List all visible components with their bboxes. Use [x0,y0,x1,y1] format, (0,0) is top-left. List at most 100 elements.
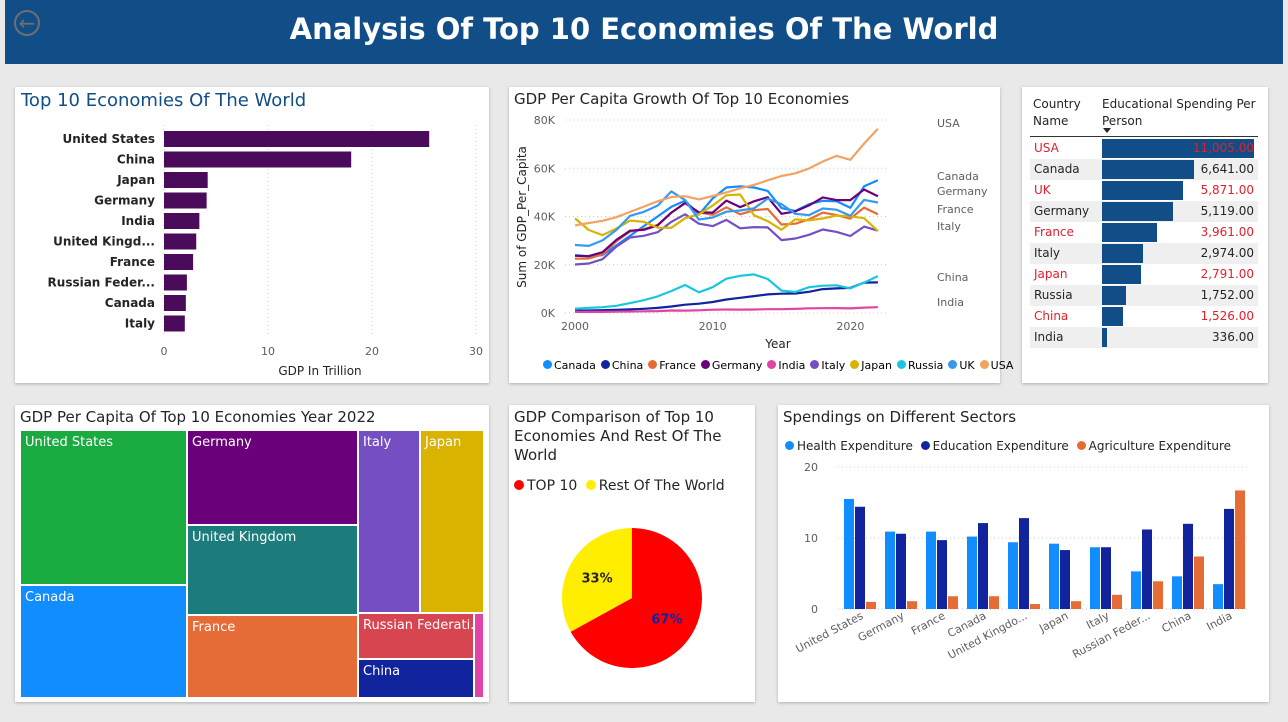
x-axis-label: Year [764,337,790,351]
table-row[interactable]: Canada 6,641.00 [1030,159,1258,180]
bar-health-expenditure [1131,571,1141,609]
x-tick-label: 2000 [561,320,589,333]
bar-agriculture-expenditure [989,596,999,609]
bar [164,274,187,291]
treemap-cell[interactable]: Japan [420,430,484,613]
table-row[interactable]: Japan 2,791.00 [1030,264,1258,285]
x-axis-label: GDP In Trillion [278,364,361,378]
legend-dot-icon [850,360,860,369]
value-bar [1102,202,1173,221]
series-line-uk [574,190,879,247]
table-row[interactable]: Russia 1,752.00 [1030,285,1258,306]
category-label: China [117,153,155,167]
legend-label: Canada [554,359,596,372]
y-axis-label: Sum of GDP_Per_Capita [515,146,529,288]
treemap-cell[interactable]: United Kingdom [187,525,358,615]
legend-label: Japan [861,359,892,372]
legend-item-japan[interactable]: Japan [850,359,892,372]
category-label: United Kingd... [53,235,155,249]
legend-item-india[interactable]: India [767,359,805,372]
value-bar [1102,307,1124,326]
bar-education-expenditure [937,540,947,609]
bar [164,213,200,229]
table-row[interactable]: Germany 5,119.00 [1030,201,1258,222]
x-tick-label: Germany [856,609,907,644]
treemap-cell[interactable]: China [358,659,474,698]
pie-data-label: 33% [581,571,612,586]
category-label: Japan [116,173,155,187]
bar [164,254,194,270]
bar [164,151,352,168]
series-end-label: Canada [937,170,979,183]
legend-item-education[interactable]: Education Expenditure [920,439,1069,453]
y-tick-label: 20K [534,259,556,272]
pie-slice [562,528,632,632]
table-row[interactable]: USA 11,005.00 [1030,138,1258,159]
legend-dot-icon [920,441,930,450]
legend-item-canada[interactable]: Canada [543,359,596,372]
header-banner: ← Analysis Of Top 10 Economies Of The Wo… [5,0,1283,64]
bar-education-expenditure [978,523,988,609]
treemap-panel: GDP Per Capita Of Top 10 Economies Year … [15,405,489,702]
treemap-cell[interactable] [474,613,484,698]
legend-item-russia[interactable]: Russia [896,359,943,372]
series-line-russia [574,273,879,310]
category-label: United States [62,132,155,146]
sort-desc-icon[interactable] [1103,128,1111,133]
x-tick-label: India [1204,609,1234,633]
x-tick-label: France [909,609,948,638]
country-cell: USA [1034,141,1059,155]
bar-health-expenditure [1172,576,1182,609]
line-chart-title: GDP Per Capita Growth Of Top 10 Economie… [514,90,850,108]
series-end-label: Italy [937,220,961,233]
value-bar [1102,181,1184,200]
country-cell: UK [1034,183,1051,197]
pie-title: GDP Comparison of Top 10 Economies And R… [514,408,722,464]
pie-legend-item-top10[interactable]: TOP 10 [514,478,577,494]
bar-agriculture-expenditure [1153,581,1163,609]
treemap-cell[interactable]: Italy [358,430,420,613]
treemap-cell[interactable]: Canada [20,585,187,698]
x-tick-label: 0 [161,345,168,358]
country-cell: Japan [1034,267,1068,281]
value-bar [1102,223,1157,242]
legend-item-uk[interactable]: UK [948,359,975,372]
bar-education-expenditure [1224,508,1234,609]
treemap-cell[interactable]: Germany [187,430,358,525]
table-row[interactable]: UK 5,871.00 [1030,180,1258,201]
table-row[interactable]: China 1,526.00 [1030,306,1258,327]
legend-item-italy[interactable]: Italy [810,359,845,372]
legend-dot-icon [896,360,906,369]
country-cell: India [1034,330,1064,344]
col-header-country[interactable]: Country Name [1033,97,1081,128]
pie-legend: TOP 10 Rest Of The World [514,478,725,494]
series-line-italy [574,213,879,266]
bar-education-expenditure [1060,550,1070,609]
legend-item-china[interactable]: China [600,359,643,372]
treemap-title: GDP Per Capita Of Top 10 Economies Year … [20,408,376,426]
bar-health-expenditure [844,498,854,609]
legend-item-health[interactable]: Health Expenditure [785,439,913,453]
treemap-cell[interactable]: United States [20,430,187,585]
legend-item-agriculture[interactable]: Agriculture Expenditure [1076,439,1231,453]
bar-agriculture-expenditure [948,596,958,609]
col-header-edu-spending[interactable]: Educational Spending Per Person [1102,97,1256,128]
pie-legend-item-rest[interactable]: Rest Of The World [585,478,725,494]
legend-item-germany[interactable]: Germany [700,359,762,372]
bar-agriculture-expenditure [1112,594,1122,609]
back-arrow-icon[interactable]: ← [14,10,40,36]
legend-item-france[interactable]: France [648,359,696,372]
table-row[interactable]: Italy 2,974.00 [1030,243,1258,264]
pie-slice [570,528,702,668]
x-tick-label: Italy [1084,609,1112,632]
legend-item-usa[interactable]: USA [979,359,1013,372]
table-row[interactable]: France 3,961.00 [1030,222,1258,243]
legend-dot-icon [648,360,658,369]
value-cell: 3,961.00 [1200,225,1254,239]
bar-agriculture-expenditure [1235,490,1245,609]
series-line-usa [574,127,879,227]
table-row[interactable]: India 336.00 [1030,327,1258,348]
value-cell: 1,526.00 [1200,309,1254,323]
treemap-cell[interactable]: Russian Federati... [358,613,474,659]
treemap-cell[interactable]: France [187,615,358,698]
